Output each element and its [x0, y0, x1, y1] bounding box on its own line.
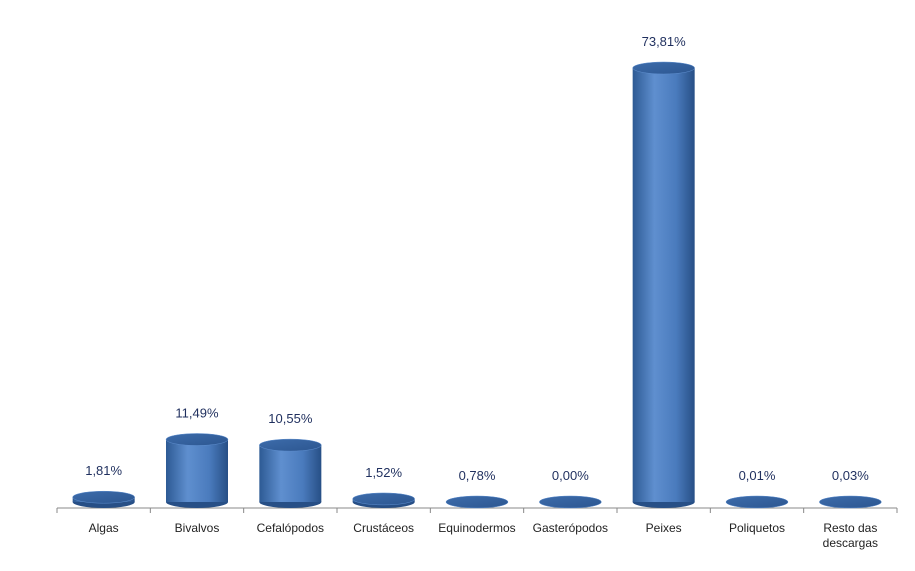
bar — [632, 68, 695, 502]
bar-top — [259, 438, 322, 452]
x-tick-label: Poliquetos — [728, 521, 786, 535]
bar-top — [352, 492, 415, 506]
value-label: 1,81% — [85, 463, 122, 478]
value-label: 0,01% — [739, 468, 776, 483]
bar-top — [819, 495, 882, 509]
value-label: 0,00% — [552, 468, 589, 483]
x-tick-label: Peixes — [645, 521, 682, 535]
bar — [166, 439, 228, 502]
bar-top — [72, 490, 135, 504]
bar-top — [725, 495, 789, 509]
value-label: 1,52% — [365, 465, 402, 480]
x-tick-label: Resto das descargas — [822, 521, 879, 550]
value-label: 11,49% — [175, 406, 219, 421]
value-label: 0,03% — [832, 468, 869, 483]
bar — [259, 445, 322, 502]
value-label: 0,78% — [459, 468, 496, 483]
x-tick-label: Bivalvos — [174, 521, 220, 535]
value-label: 73,81% — [642, 34, 687, 49]
x-tick-label: Equinodermos — [438, 521, 516, 535]
x-tick-label: Cefalópodos — [256, 521, 325, 535]
value-label: 10,55% — [268, 411, 313, 426]
bar-top — [632, 61, 695, 75]
x-tick-label: Gasterópodos — [532, 521, 609, 535]
bar-top — [539, 495, 602, 509]
x-tick-label: Crustáceos — [353, 521, 414, 535]
bar-top — [445, 495, 509, 509]
x-tick-label: Algas — [88, 521, 119, 535]
bar-top — [165, 433, 229, 446]
